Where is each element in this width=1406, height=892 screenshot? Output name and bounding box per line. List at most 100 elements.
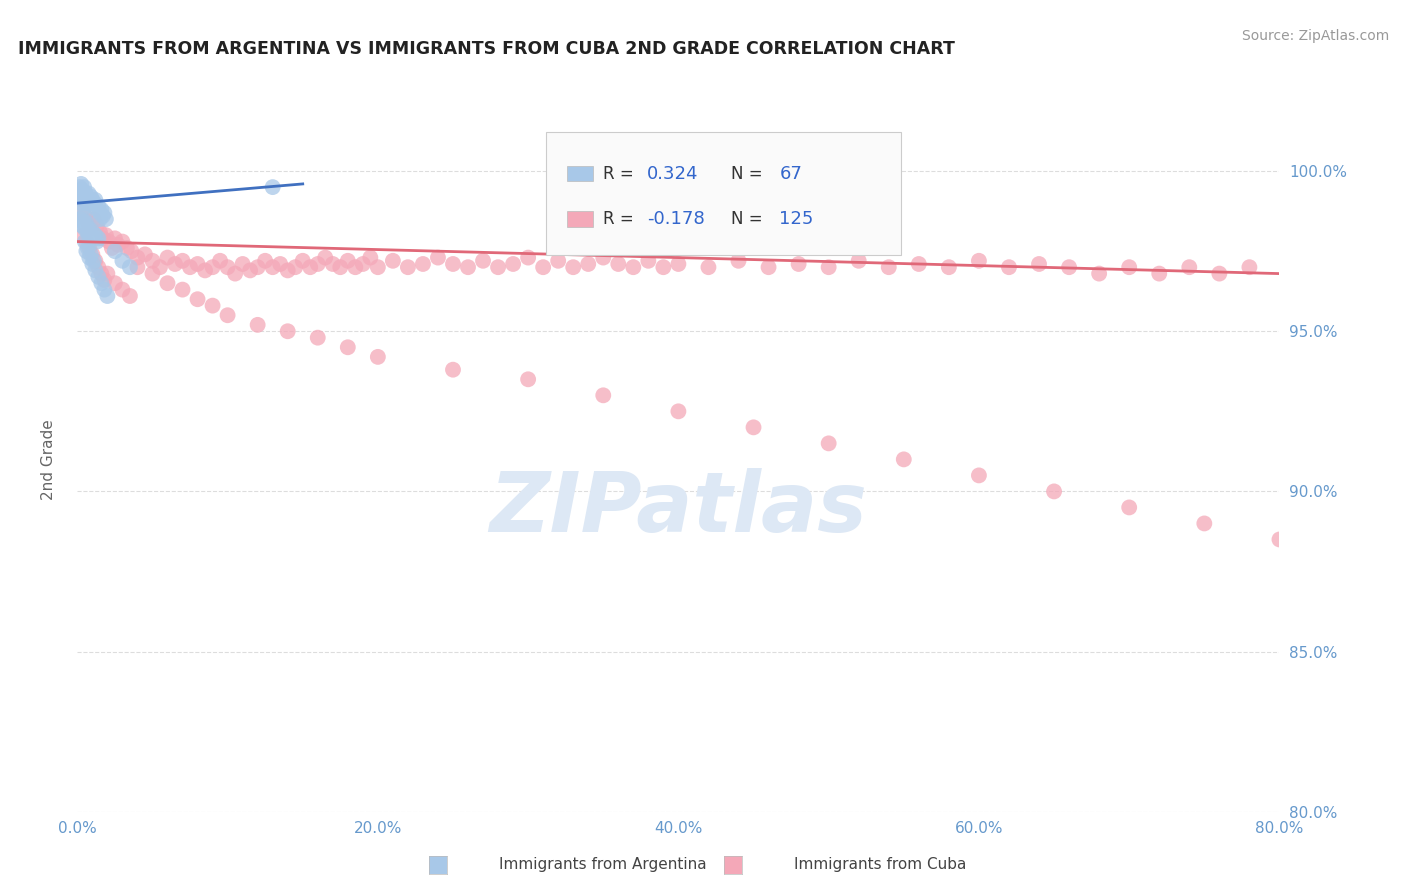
Point (127, 251, 149, 265)
Point (637, 253, 659, 268)
Point (1343, 549, 1365, 563)
Point (1043, 484, 1066, 499)
Point (83, 231, 105, 245)
Point (269, 257, 291, 271)
Point (72, 186, 94, 201)
Point (576, 257, 599, 271)
Point (72, 202, 94, 217)
Point (1239, 260, 1261, 275)
Point (262, 180, 284, 194)
Point (73, 209, 96, 223)
Point (427, 251, 450, 265)
Point (396, 260, 419, 275)
Point (69, 183, 91, 197)
Point (194, 263, 217, 277)
Point (336, 340, 359, 354)
Point (67, 186, 90, 201)
Point (254, 253, 277, 268)
Point (70, 196, 93, 211)
Point (141, 253, 163, 268)
Point (73, 209, 96, 223)
Point (87, 269, 110, 284)
Point (80, 196, 103, 211)
Point (217, 260, 239, 275)
Point (69, 180, 91, 194)
Point (83, 196, 105, 211)
Point (1118, 260, 1140, 275)
Point (77, 228, 100, 243)
Point (668, 257, 690, 271)
Point (141, 267, 163, 281)
Point (277, 324, 299, 338)
Point (89, 212, 111, 227)
Point (187, 292, 209, 306)
Point (89, 225, 111, 239)
Point (104, 231, 127, 245)
Point (149, 260, 172, 275)
FancyBboxPatch shape (567, 166, 593, 181)
Point (84, 228, 107, 243)
Point (79, 193, 101, 207)
Point (246, 318, 269, 332)
Point (91, 231, 114, 245)
Point (76, 225, 98, 239)
Point (246, 260, 269, 275)
Point (76, 215, 98, 229)
Point (517, 251, 540, 265)
Point (83, 212, 105, 227)
Point (307, 331, 329, 345)
Point (70, 177, 93, 191)
Text: 125: 125 (779, 210, 814, 228)
Point (967, 253, 990, 268)
Point (209, 253, 232, 268)
Point (82, 193, 104, 207)
Point (322, 257, 344, 271)
Point (76, 190, 98, 204)
Point (1149, 267, 1171, 281)
Point (127, 260, 149, 275)
Point (97, 235, 120, 249)
Point (107, 237, 129, 252)
Point (72, 183, 94, 197)
Point (79, 241, 101, 255)
Point (75, 186, 97, 201)
Point (75, 219, 97, 233)
Point (69, 212, 91, 227)
FancyBboxPatch shape (546, 132, 901, 255)
Point (531, 260, 554, 275)
Point (848, 253, 870, 268)
Text: -0.178: -0.178 (647, 210, 704, 228)
Point (70, 190, 93, 204)
Point (87, 260, 110, 275)
Point (80, 221, 103, 235)
Point (352, 257, 374, 271)
Point (1194, 516, 1216, 531)
Point (76, 193, 98, 207)
Point (111, 235, 134, 249)
Point (217, 308, 239, 322)
Point (94, 212, 117, 227)
Point (86, 202, 108, 217)
Point (344, 260, 367, 275)
Text: Immigrants from Argentina: Immigrants from Argentina (499, 857, 707, 871)
Point (381, 253, 404, 268)
Point (486, 260, 509, 275)
Point (336, 253, 359, 268)
Point (547, 253, 569, 268)
Point (187, 257, 209, 271)
Point (77, 186, 100, 201)
Point (877, 260, 900, 275)
Point (80, 228, 103, 243)
Point (262, 260, 284, 275)
Point (156, 251, 179, 265)
Point (96, 267, 118, 281)
Point (72, 215, 94, 229)
Point (76, 221, 98, 235)
Point (172, 283, 194, 297)
Point (76, 241, 98, 255)
Point (90, 277, 112, 291)
Text: N =: N = (731, 165, 768, 183)
Point (1178, 260, 1201, 275)
Point (517, 372, 540, 386)
Point (998, 260, 1021, 275)
